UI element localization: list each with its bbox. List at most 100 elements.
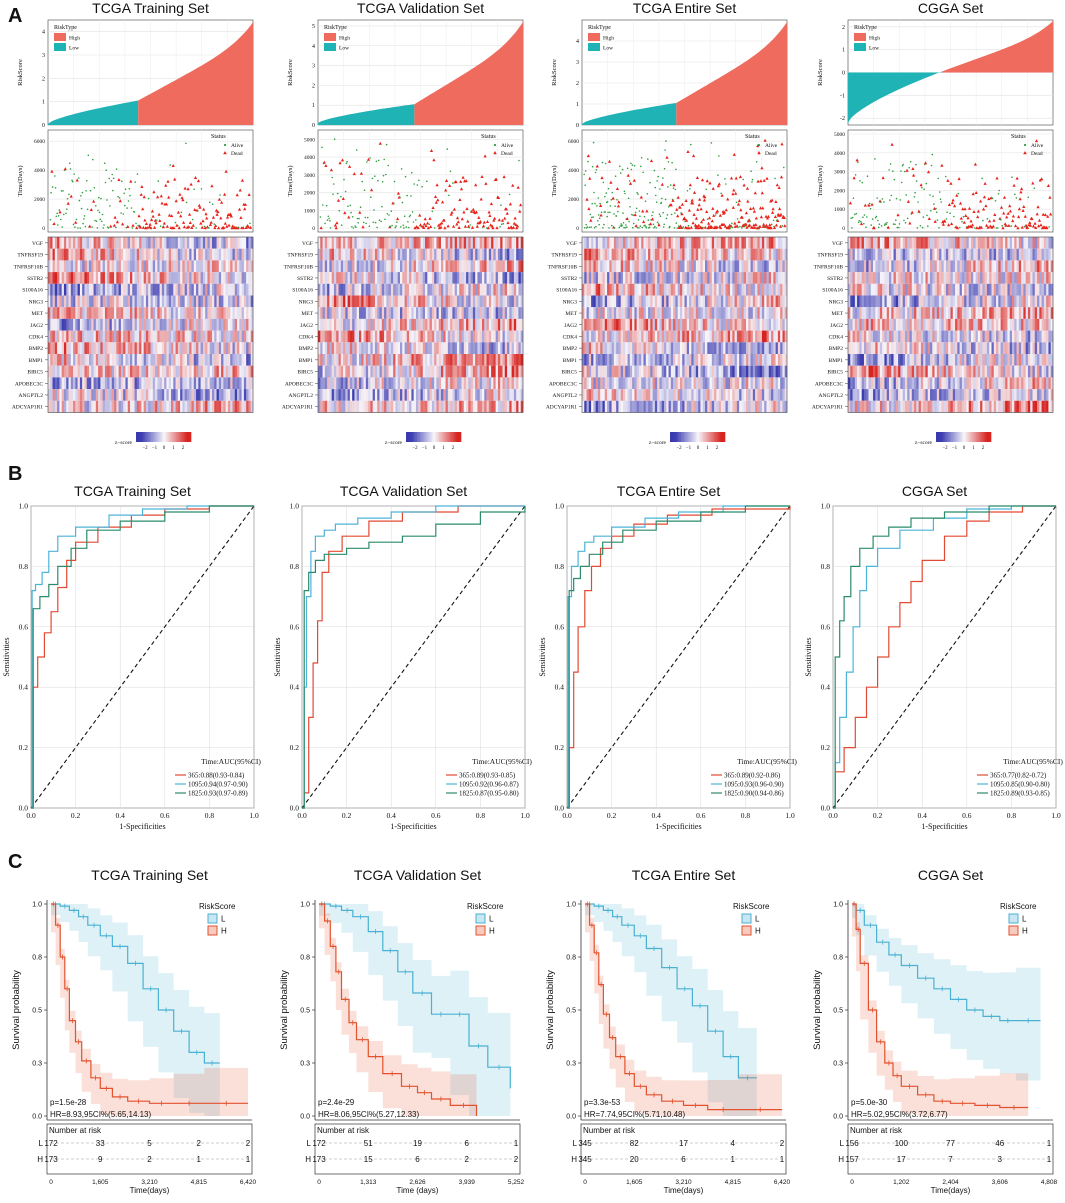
heatmap-cell [239,272,242,284]
heatmap-cell [482,377,485,390]
heatmap-cell [182,318,185,331]
heatmap-cell [668,260,672,273]
heatmap-cell [452,318,455,331]
heatmap-cell [761,283,765,296]
heatmap-cell [782,295,786,308]
heatmap-cell [175,400,179,413]
status-dead-point [205,216,209,220]
status-alive-point [351,216,354,218]
colorbar-step [149,432,152,442]
heatmap-cell [400,330,403,343]
heatmap-cell [141,354,144,366]
heatmap-cell [166,272,170,284]
status-dead-point [329,168,333,172]
heatmap-cell [143,377,147,390]
status-alive-point [631,213,633,216]
heatmap-cell [100,295,103,308]
heatmap-cell [141,307,144,319]
heatmap-cell [136,342,140,354]
heatmap-cell [629,307,633,319]
heatmap-cell [212,354,215,366]
status-dead-point [599,213,603,217]
colorbar-step [148,432,151,442]
heatmap-cell [746,330,749,343]
heatmap-cell [241,260,245,273]
risk-low-area [582,103,677,125]
heatmap-cell [388,237,392,249]
heatmap-cell [340,248,344,261]
heatmap-cell [345,283,348,296]
heatmap-cell [246,248,249,261]
heatmap-cell [482,283,485,296]
heatmap-cell [784,354,788,366]
heatmap-cell [243,248,247,261]
status-dead-point [475,224,479,228]
heatmap-cell [780,248,783,261]
heatmap-cell [395,318,399,331]
heatmap-cell [700,342,704,354]
heatmap-cell [91,342,94,354]
heatmap-cell [670,354,674,366]
heatmap-cell [463,330,467,343]
status-dead-point [751,206,755,210]
heatmap-cell [520,295,524,308]
status-dead-point [506,221,510,225]
heatmap-cell [333,354,337,366]
heatmap-cell [607,295,610,308]
status-alive-point [638,227,640,229]
status-alive-point [135,222,137,225]
heatmap-cell [475,272,478,284]
heatmap-cell [686,330,690,343]
heatmap-cell [755,354,758,366]
heatmap-cell [109,400,113,413]
heatmap-cell [441,272,444,284]
heatmap-cell [171,272,174,284]
heatmap-cell [434,330,437,343]
status-alive-point [638,210,641,212]
heatmap-cell [477,330,481,343]
heatmap-cell [107,342,110,354]
heatmap-cell [218,342,222,354]
heatmap-cell [750,260,754,273]
heatmap-cell [125,377,129,390]
heatmap-cell [164,260,167,273]
heatmap-cell [657,237,660,249]
risk-tick-label: 2 [576,81,579,87]
status-alive-point [56,212,58,215]
heatmap-cell [784,237,788,249]
heatmap-cell [331,389,335,401]
heatmap-cell [434,260,437,273]
heatmap-cell [584,307,587,319]
heatmap-cell [516,342,519,354]
risk-high-area [676,22,787,126]
heatmap-cell [95,307,99,319]
heatmap-cell [422,283,426,296]
status-alive-point [403,215,406,217]
heatmap-cell [602,307,606,319]
status-alive-point [606,215,608,218]
status-alive-point [123,192,125,195]
heatmap-cell [695,354,699,366]
heatmap-cell [677,283,681,296]
heatmap-cell [466,389,469,401]
status-alive-point [388,214,390,216]
heatmap-cell [775,272,779,284]
colorbar-tick: 2 [182,446,185,451]
status-alive-point [640,165,642,168]
heatmap-cell [463,248,467,261]
heatmap-cell [400,400,403,413]
heatmap-cell [491,260,494,273]
heatmap-cell [390,354,394,366]
heatmap-cell [368,307,371,319]
heatmap-cell [709,248,713,261]
heatmap-cell [145,283,149,296]
heatmap-cell [470,365,474,378]
heatmap-cell [116,377,119,390]
heatmap-cell [184,283,188,296]
heatmap-cell [359,330,362,343]
expression-heatmap: VGFTNFRSF19TNFRSF10BSSTR2S100A16NRG3METJ… [546,236,788,413]
heatmap-cell [516,389,519,401]
status-dead-point [482,220,486,224]
status-alive-point [110,180,113,182]
heatmap-cell [379,272,383,284]
